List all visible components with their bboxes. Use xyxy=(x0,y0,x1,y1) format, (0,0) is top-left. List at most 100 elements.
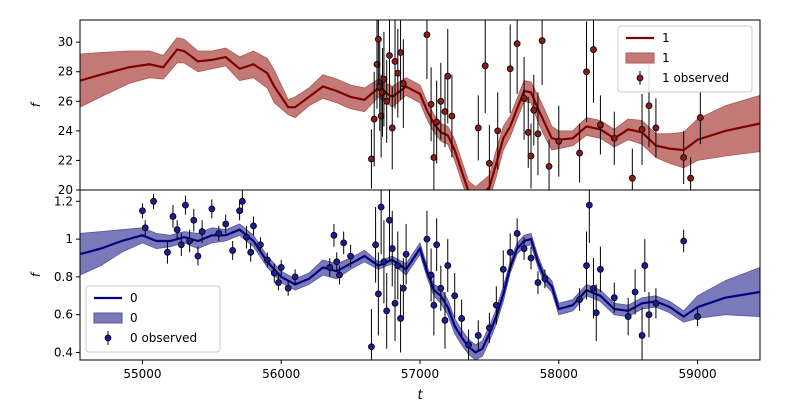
y-tick-label: 28 xyxy=(58,65,73,79)
observed-point xyxy=(638,125,646,133)
y-tick-label: 0.6 xyxy=(54,308,73,322)
y-tick-label: 0.8 xyxy=(54,270,73,284)
observed-point xyxy=(277,264,285,271)
observed-point xyxy=(169,213,177,220)
observed-point xyxy=(386,216,393,224)
observed-point xyxy=(394,262,402,269)
observed-point xyxy=(433,118,441,126)
observed-point xyxy=(374,290,382,298)
observed-point xyxy=(444,262,452,269)
observed-point xyxy=(583,262,590,269)
observed-point xyxy=(448,112,456,120)
observed-point xyxy=(652,124,660,132)
observed-point xyxy=(585,201,593,209)
observed-point xyxy=(186,237,194,245)
observed-point xyxy=(397,49,404,56)
observed-point xyxy=(150,197,157,205)
observed-point xyxy=(139,207,146,215)
observed-point xyxy=(236,207,243,215)
observed-point xyxy=(326,264,334,271)
observed-point xyxy=(164,248,171,256)
observed-point xyxy=(590,46,597,53)
observed-point xyxy=(590,284,597,292)
observed-point xyxy=(333,258,341,266)
observed-point xyxy=(597,265,604,273)
observed-point xyxy=(229,247,237,254)
y-tick-label: 24 xyxy=(58,124,73,138)
observed-point xyxy=(530,106,538,114)
observed-point xyxy=(576,296,583,303)
observed-point xyxy=(257,241,264,249)
observed-point xyxy=(451,292,459,300)
observed-point xyxy=(284,284,292,292)
observed-point xyxy=(506,248,514,256)
observed-point xyxy=(386,52,393,59)
observed-point xyxy=(330,231,338,239)
observed-point xyxy=(638,332,646,339)
observed-point xyxy=(397,315,404,322)
observed-point xyxy=(631,288,639,296)
observed-point xyxy=(198,228,206,235)
observed-point xyxy=(423,31,431,39)
observed-point xyxy=(275,279,282,286)
observed-point xyxy=(377,112,385,120)
observed-point xyxy=(458,315,466,322)
bottom-plot-area xyxy=(80,190,760,360)
observed-point xyxy=(576,149,583,157)
observed-point xyxy=(541,275,549,283)
legend-band-swatch xyxy=(93,312,123,324)
x-tick-label: 56000 xyxy=(262,367,300,381)
observed-point xyxy=(423,235,431,243)
observed-point xyxy=(433,241,441,249)
observed-point xyxy=(368,155,375,163)
mean-line xyxy=(80,48,760,190)
observed-point xyxy=(652,299,660,307)
y-tick-label: 22 xyxy=(58,153,73,167)
observed-point xyxy=(687,174,695,182)
y-tick-label: 30 xyxy=(58,35,73,49)
y-tick-label: 1 xyxy=(65,232,73,246)
observed-point xyxy=(370,115,378,123)
observed-point xyxy=(610,294,618,302)
observed-point xyxy=(628,174,636,182)
observed-point xyxy=(270,269,278,277)
observed-point xyxy=(641,262,649,269)
observed-point xyxy=(597,121,604,129)
observed-point xyxy=(474,332,482,339)
observed-point xyxy=(545,162,553,170)
observed-point xyxy=(645,311,653,319)
legend-label: 0 observed xyxy=(130,331,197,345)
observed-point xyxy=(263,256,271,264)
observed-point xyxy=(379,89,386,96)
observed-point xyxy=(208,205,216,213)
observed-point xyxy=(437,97,445,105)
observed-point xyxy=(520,94,528,102)
observed-point xyxy=(520,245,528,252)
observed-point xyxy=(534,130,542,138)
observed-point xyxy=(534,279,542,286)
x-tick-label: 55000 xyxy=(123,367,161,381)
observed-point xyxy=(340,239,348,247)
observed-point xyxy=(291,273,299,281)
observed-point xyxy=(399,284,407,292)
observed-point xyxy=(441,316,449,324)
observed-point xyxy=(694,313,701,320)
top-panel: 20 22 24 26 28 30 f 1 1 1 observed xyxy=(29,19,761,197)
legend-box xyxy=(85,285,221,353)
observed-point xyxy=(238,197,246,205)
observed-point xyxy=(492,301,500,309)
legend-point-swatch xyxy=(636,74,644,82)
legend-label: 0 xyxy=(130,291,138,305)
observed-point xyxy=(592,309,600,317)
observed-point xyxy=(222,220,230,228)
x-tick-label: 57000 xyxy=(401,367,439,381)
top-plot-area xyxy=(80,20,760,190)
observed-point xyxy=(485,324,493,332)
observed-point xyxy=(383,97,391,105)
observed-point xyxy=(555,137,563,145)
observed-point xyxy=(247,248,255,256)
legend-label: 1 xyxy=(662,51,670,65)
observed-point xyxy=(394,69,402,77)
y-tick-label: 20 xyxy=(58,183,73,197)
